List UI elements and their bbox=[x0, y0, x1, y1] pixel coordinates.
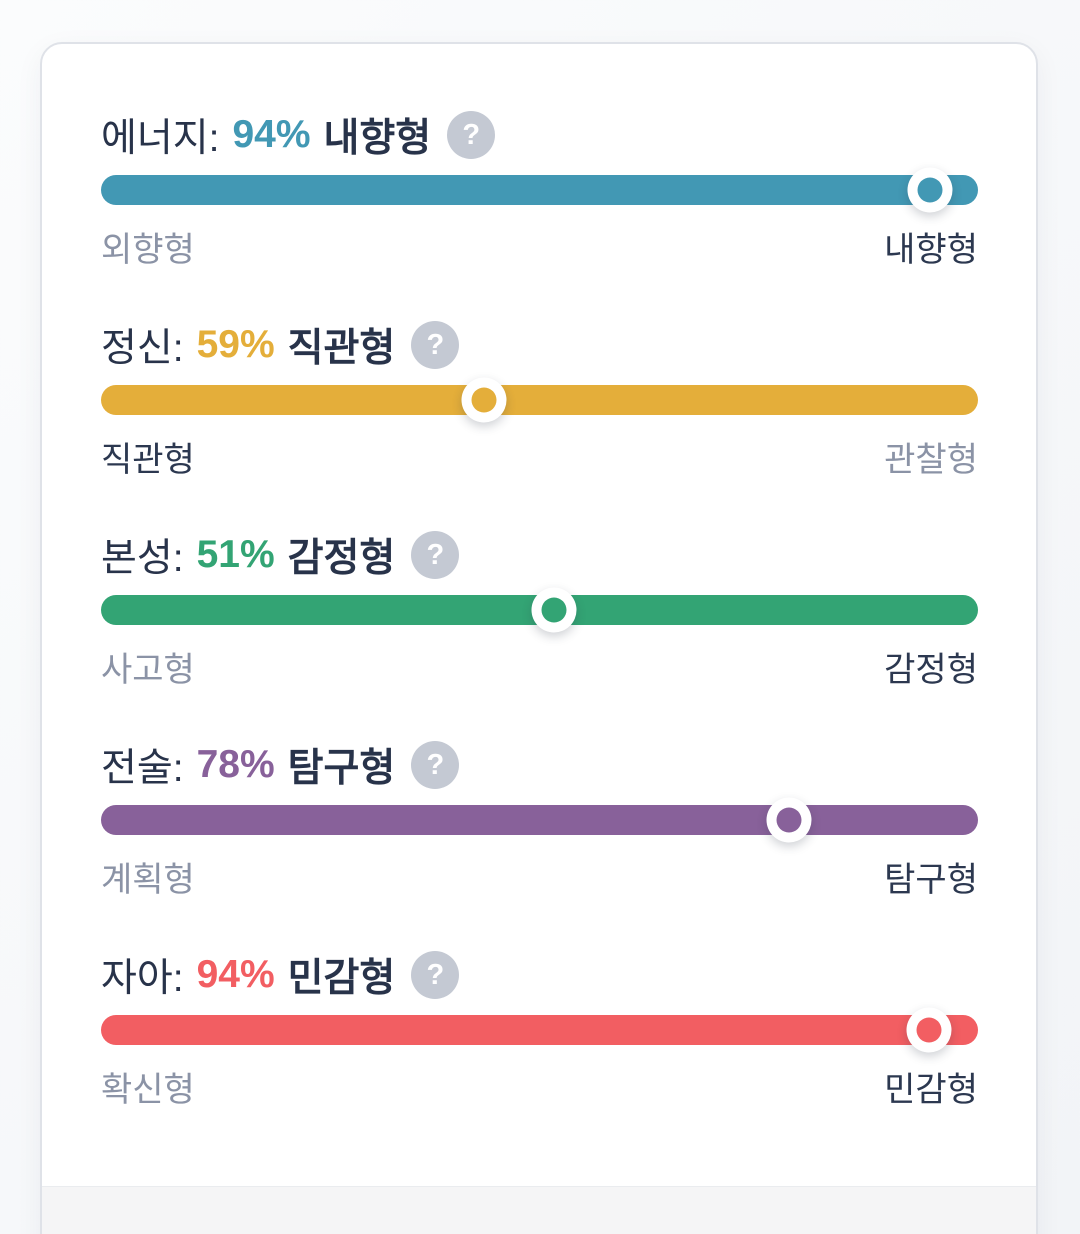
endpoint-labels: 외향형 내향형 bbox=[101, 222, 978, 271]
help-icon[interactable]: ? bbox=[411, 531, 460, 579]
question-mark-glyph: ? bbox=[426, 328, 445, 361]
endpoint-labels: 계획형 탐구형 bbox=[101, 852, 978, 901]
right-endpoint-label: 감정형 bbox=[884, 651, 978, 689]
card-footer-section bbox=[42, 1186, 1036, 1234]
question-mark-glyph: ? bbox=[426, 958, 445, 991]
right-endpoint-label: 내향형 bbox=[884, 231, 978, 269]
endpoint-labels: 사고형 감정형 bbox=[101, 642, 978, 691]
help-icon[interactable]: ? bbox=[411, 321, 460, 369]
knob-dot bbox=[917, 177, 943, 203]
trait-percent: 94% bbox=[196, 953, 275, 996]
trait-type: 감정형 bbox=[287, 537, 396, 580]
trait-type: 민감형 bbox=[287, 957, 396, 1000]
endpoint-labels: 직관형 관찰형 bbox=[101, 432, 978, 481]
trait-slider-knob[interactable] bbox=[461, 377, 507, 423]
help-icon[interactable]: ? bbox=[411, 741, 460, 789]
trait-type: 탐구형 bbox=[287, 747, 396, 790]
trait-name: 에너지: bbox=[101, 117, 220, 160]
left-endpoint-label: 사고형 bbox=[101, 651, 195, 689]
trait-name: 전술: bbox=[101, 747, 184, 790]
left-endpoint-label: 외향형 bbox=[101, 231, 195, 269]
trait-title: 전술: 78% 탐구형 ? bbox=[101, 740, 978, 790]
trait-slider-knob[interactable] bbox=[766, 797, 812, 843]
right-endpoint-label: 민감형 bbox=[884, 1071, 978, 1109]
knob-dot bbox=[776, 807, 802, 833]
trait-name: 본성: bbox=[101, 537, 184, 580]
trait-row-nature: 본성: 51% 감정형 ? 사고형 감정형 bbox=[101, 530, 978, 740]
trait-slider-track[interactable] bbox=[101, 587, 978, 633]
trait-row-mind: 정신: 59% 직관형 ? 직관형 관찰형 bbox=[101, 320, 978, 530]
traits-list: 에너지: 94% 내향형 ? 외향형 내향형 정신: 59% 직관형 ? bbox=[42, 44, 1036, 1160]
trait-name: 정신: bbox=[101, 327, 184, 370]
trait-row-tactics: 전술: 78% 탐구형 ? 계획형 탐구형 bbox=[101, 740, 978, 950]
trait-slider-track[interactable] bbox=[101, 797, 978, 843]
right-endpoint-label: 탐구형 bbox=[884, 861, 978, 899]
trait-title: 자아: 94% 민감형 ? bbox=[101, 950, 978, 1000]
trait-slider-knob[interactable] bbox=[906, 1007, 952, 1053]
question-mark-glyph: ? bbox=[426, 748, 445, 781]
trait-percent: 78% bbox=[196, 743, 275, 786]
knob-dot bbox=[471, 387, 497, 413]
results-card: 에너지: 94% 내향형 ? 외향형 내향형 정신: 59% 직관형 ? bbox=[40, 42, 1038, 1234]
trait-percent: 51% bbox=[196, 533, 275, 576]
left-endpoint-label: 확신형 bbox=[101, 1071, 195, 1109]
trait-title: 정신: 59% 직관형 ? bbox=[101, 320, 978, 370]
trait-row-identity: 자아: 94% 민감형 ? 확신형 민감형 bbox=[101, 950, 978, 1160]
trait-slider-knob[interactable] bbox=[907, 167, 953, 213]
knob-dot bbox=[916, 1017, 942, 1043]
trait-title: 에너지: 94% 내향형 ? bbox=[101, 110, 978, 160]
question-mark-glyph: ? bbox=[462, 118, 481, 151]
right-endpoint-label: 관찰형 bbox=[884, 441, 978, 479]
trait-slider-track[interactable] bbox=[101, 167, 978, 213]
trait-slider-knob[interactable] bbox=[531, 587, 577, 633]
trait-name: 자아: bbox=[101, 957, 184, 1000]
help-icon[interactable]: ? bbox=[411, 951, 460, 999]
trait-percent: 94% bbox=[232, 113, 311, 156]
help-icon[interactable]: ? bbox=[447, 111, 496, 159]
left-endpoint-label: 계획형 bbox=[101, 861, 195, 899]
trait-row-energy: 에너지: 94% 내향형 ? 외향형 내향형 bbox=[101, 110, 978, 320]
knob-dot bbox=[541, 597, 567, 623]
trait-type: 직관형 bbox=[287, 327, 396, 370]
trait-slider-track[interactable] bbox=[101, 377, 978, 423]
trait-title: 본성: 51% 감정형 ? bbox=[101, 530, 978, 580]
trait-type: 내향형 bbox=[323, 117, 432, 160]
endpoint-labels: 확신형 민감형 bbox=[101, 1062, 978, 1111]
trait-slider-track[interactable] bbox=[101, 1007, 978, 1053]
left-endpoint-label: 직관형 bbox=[101, 441, 195, 479]
trait-percent: 59% bbox=[196, 323, 275, 366]
question-mark-glyph: ? bbox=[426, 538, 445, 571]
